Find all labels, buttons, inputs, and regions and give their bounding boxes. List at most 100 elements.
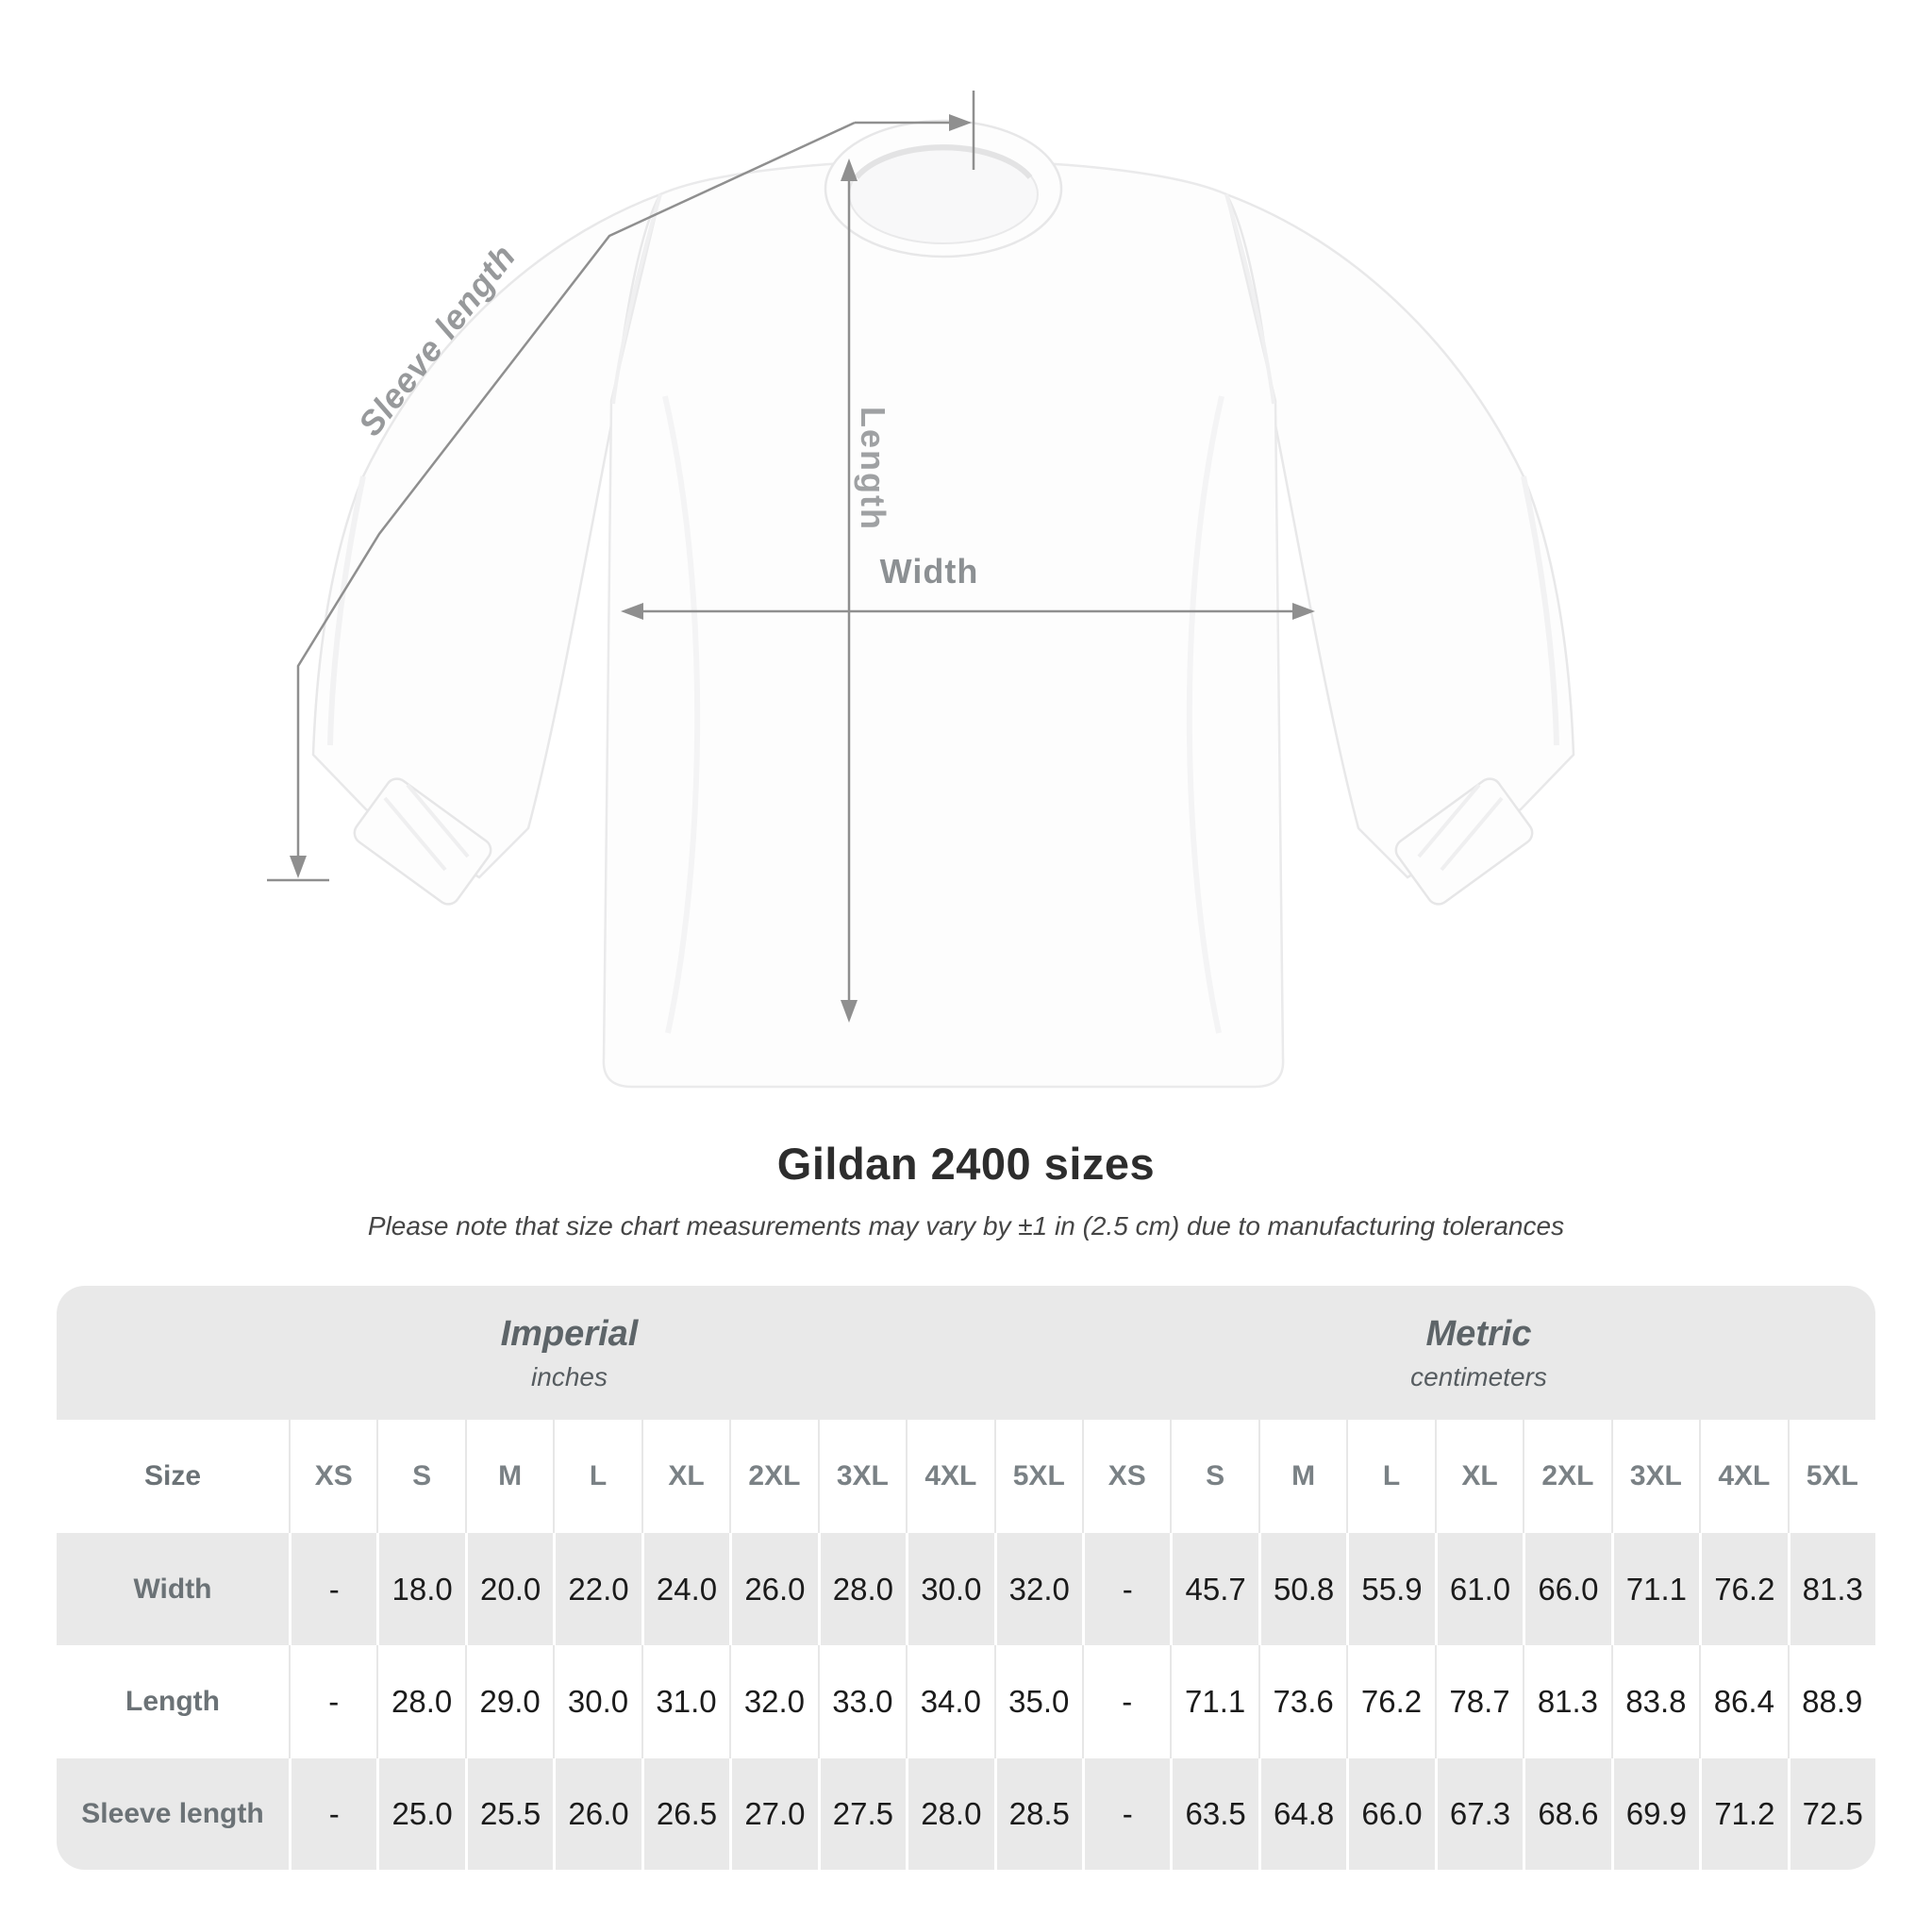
value-cell: 71.1 <box>1610 1533 1699 1645</box>
value-cell: 69.9 <box>1610 1758 1699 1870</box>
value-cell: 81.3 <box>1787 1533 1875 1645</box>
value-cell: 28.0 <box>376 1645 464 1758</box>
size-header-4xl-imperial: 4XL <box>906 1420 993 1533</box>
value-cell: 31.0 <box>641 1645 729 1758</box>
value-cell: 33.0 <box>817 1645 906 1758</box>
sleeve-length-measure-line <box>267 91 975 882</box>
size-header-xl-imperial: XL <box>641 1420 729 1533</box>
value-cell: 25.5 <box>464 1758 553 1870</box>
size-header-5xl-imperial: 5XL <box>993 1420 1082 1533</box>
page-subtitle: Please note that size chart measurements… <box>367 1211 1565 1241</box>
value-cell: 71.1 <box>1170 1645 1257 1758</box>
value-cell: 76.2 <box>1346 1645 1434 1758</box>
size-header-m-metric: M <box>1257 1420 1346 1533</box>
value-cell: 55.9 <box>1346 1533 1434 1645</box>
value-cell: 72.5 <box>1787 1758 1875 1870</box>
size-header-5xl-metric: 5XL <box>1787 1420 1875 1533</box>
value-cell: 35.0 <box>993 1645 1082 1758</box>
value-cell: 32.0 <box>729 1645 817 1758</box>
value-cell: - <box>1081 1533 1170 1645</box>
imperial-label: Imperial <box>500 1313 639 1354</box>
value-cell: 20.0 <box>464 1533 553 1645</box>
unit-group-imperial: Imperial inches <box>57 1314 1082 1392</box>
metric-unit-label: centimeters <box>1410 1361 1547 1391</box>
value-cell: 32.0 <box>993 1533 1082 1645</box>
size-column-header: Size <box>143 1460 202 1491</box>
value-cell: 26.0 <box>553 1758 641 1870</box>
length-measure-line <box>841 158 858 1023</box>
value-cell: 28.0 <box>906 1758 993 1870</box>
size-header-2xl-metric: 2XL <box>1523 1420 1610 1533</box>
table-header-row: Size XS S M L XL 2XL 3XL 4XL 5XL XS S M … <box>57 1420 1875 1533</box>
value-cell: 26.0 <box>729 1533 817 1645</box>
value-cell: 61.0 <box>1434 1533 1523 1645</box>
value-cell: 67.3 <box>1434 1758 1523 1870</box>
row-label-length: Length <box>125 1686 220 1717</box>
value-cell: 68.6 <box>1523 1758 1610 1870</box>
table-row-length: Length - 28.0 29.0 30.0 31.0 32.0 33.0 3… <box>57 1645 1875 1758</box>
width-label: Width <box>880 552 979 591</box>
unit-group-metric: Metric centimeters <box>1082 1314 1875 1392</box>
value-cell: 88.9 <box>1787 1645 1875 1758</box>
value-cell: 28.5 <box>993 1758 1082 1870</box>
left-sleeve <box>311 192 663 906</box>
value-cell: 18.0 <box>376 1533 464 1645</box>
value-cell: 26.5 <box>641 1758 729 1870</box>
value-cell: 22.0 <box>553 1533 641 1645</box>
table-row-width: Width - 18.0 20.0 22.0 24.0 26.0 28.0 30… <box>57 1533 1875 1645</box>
sleeve-length-arrowheads <box>290 114 972 878</box>
value-cell: 27.0 <box>729 1758 817 1870</box>
value-cell: 78.7 <box>1434 1645 1523 1758</box>
page-title: Gildan 2400 sizes <box>776 1139 1156 1189</box>
size-header-xl-metric: XL <box>1434 1420 1523 1533</box>
size-table: Imperial inches Metric centimeters Size … <box>57 1286 1875 1870</box>
size-header-m-imperial: M <box>464 1420 553 1533</box>
value-cell: 30.0 <box>906 1533 993 1645</box>
length-label: Length <box>854 407 892 531</box>
value-cell: 25.0 <box>376 1758 464 1870</box>
value-cell: 71.2 <box>1699 1758 1787 1870</box>
value-cell: 50.8 <box>1257 1533 1346 1645</box>
row-label-width: Width <box>133 1573 212 1605</box>
value-cell: 24.0 <box>641 1533 729 1645</box>
size-header-l-imperial: L <box>553 1420 641 1533</box>
value-cell: 45.7 <box>1170 1533 1257 1645</box>
size-header-2xl-imperial: 2XL <box>729 1420 817 1533</box>
size-header-xs-metric: XS <box>1081 1420 1170 1533</box>
value-cell: 66.0 <box>1346 1758 1434 1870</box>
size-header-xs-imperial: XS <box>289 1420 376 1533</box>
size-header-s-imperial: S <box>376 1420 464 1533</box>
metric-label: Metric <box>1425 1313 1532 1354</box>
value-cell: 76.2 <box>1699 1533 1787 1645</box>
value-cell: - <box>289 1645 376 1758</box>
collar <box>824 119 1063 258</box>
value-cell: 28.0 <box>817 1533 906 1645</box>
value-cell: 29.0 <box>464 1645 553 1758</box>
value-cell: 30.0 <box>553 1645 641 1758</box>
width-measure-line <box>621 603 1315 620</box>
value-cell: 73.6 <box>1257 1645 1346 1758</box>
size-header-3xl-metric: 3XL <box>1610 1420 1699 1533</box>
size-header-l-metric: L <box>1346 1420 1434 1533</box>
right-sleeve <box>1224 192 1575 906</box>
size-header-4xl-metric: 4XL <box>1699 1420 1787 1533</box>
value-cell: 81.3 <box>1523 1645 1610 1758</box>
value-cell: 63.5 <box>1170 1758 1257 1870</box>
size-header-s-metric: S <box>1170 1420 1257 1533</box>
value-cell: 34.0 <box>906 1645 993 1758</box>
shirt-measurement-diagram: Sleeve length Length Width <box>267 91 1575 1089</box>
value-cell: - <box>289 1758 376 1870</box>
table-row-sleeve-length: Sleeve length - 25.0 25.5 26.0 26.5 27.0… <box>57 1758 1875 1870</box>
size-header-3xl-imperial: 3XL <box>817 1420 906 1533</box>
value-cell: 64.8 <box>1257 1758 1346 1870</box>
value-cell: - <box>289 1533 376 1645</box>
value-cell: 27.5 <box>817 1758 906 1870</box>
value-cell: - <box>1081 1645 1170 1758</box>
value-cell: 86.4 <box>1699 1645 1787 1758</box>
imperial-unit-label: inches <box>531 1361 608 1391</box>
shirt-body <box>602 158 1285 1089</box>
value-cell: - <box>1081 1758 1170 1870</box>
unit-band: Imperial inches Metric centimeters <box>57 1286 1875 1420</box>
row-label-sleeve-length: Sleeve length <box>81 1798 264 1829</box>
